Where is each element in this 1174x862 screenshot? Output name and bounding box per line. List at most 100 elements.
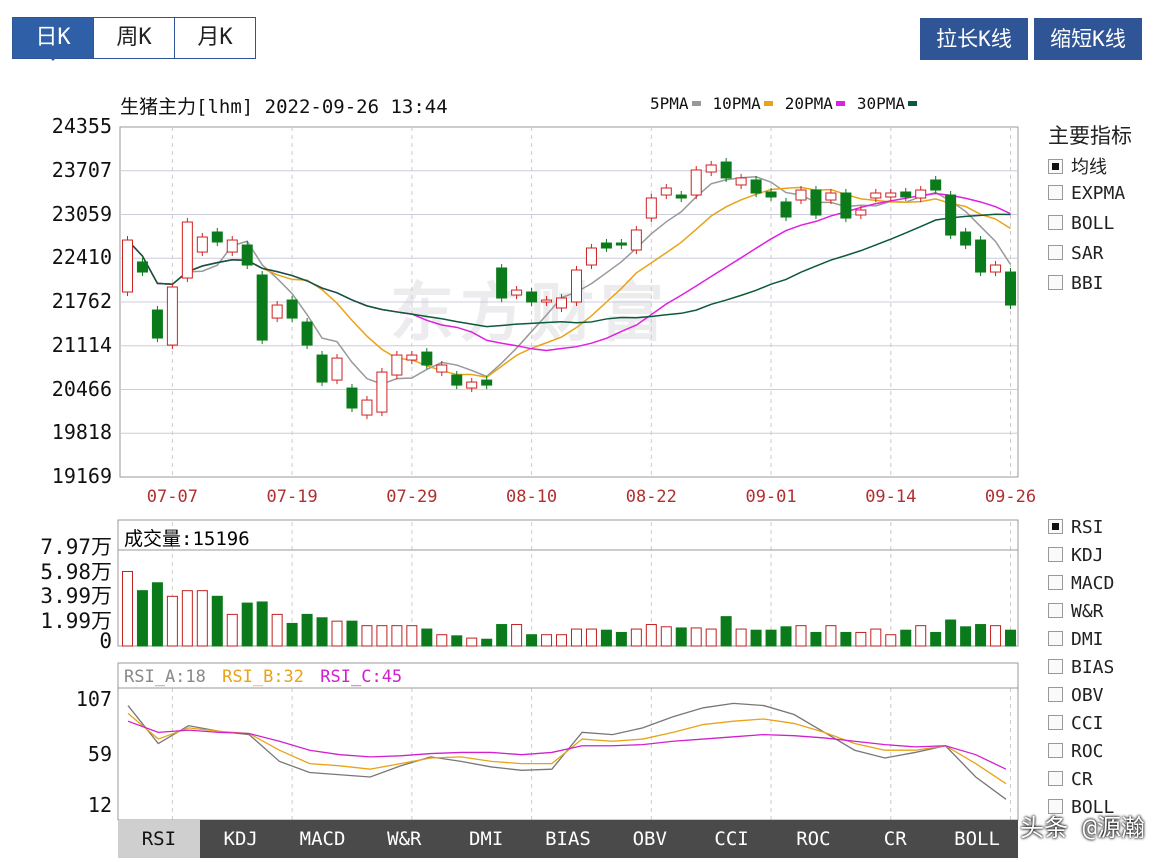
volume-axis-label: 5.98万: [40, 559, 112, 584]
sub-indicator-option[interactable]: W&R: [1048, 601, 1104, 622]
tab-bias[interactable]: BIAS: [545, 828, 591, 850]
checkbox[interactable]: [1048, 519, 1063, 534]
checkbox[interactable]: [1048, 771, 1063, 786]
rsi-axis-label: 12: [87, 793, 112, 817]
volume-bar: [810, 631, 822, 647]
main-indicator-option[interactable]: 均线: [1048, 153, 1107, 179]
volume-bar: [436, 634, 448, 647]
volume-bar: [765, 629, 777, 647]
volume-bar: [930, 631, 942, 647]
option-label: W&R: [1071, 601, 1104, 622]
main-indicator-option[interactable]: BBI: [1048, 273, 1104, 294]
ma5-line: [126, 176, 1012, 385]
shrink-kline-button[interactable]: 缩短K线: [1034, 18, 1142, 60]
checkbox[interactable]: [1048, 245, 1063, 260]
stretch-kline-button[interactable]: 拉长K线: [920, 18, 1028, 60]
ma30-line: [126, 213, 1011, 328]
indicator-tabs: RSI KDJ MACD W&R DMI BIAS OBV CCI ROC CR BOLL: [118, 820, 1018, 858]
candle-down: [945, 194, 957, 236]
legend-10pma: 10PMA: [713, 94, 779, 113]
tab-macd[interactable]: MACD: [299, 828, 346, 850]
sub-indicator-option[interactable]: DMI: [1048, 629, 1104, 650]
sub-indicator-option[interactable]: KDJ: [1048, 545, 1104, 566]
volume-bar: [121, 570, 133, 647]
checkbox[interactable]: [1048, 159, 1063, 174]
legend-label: 5PMA: [650, 94, 689, 113]
tab-roc[interactable]: ROC: [796, 828, 831, 850]
checkbox[interactable]: [1048, 575, 1063, 590]
footer-watermark: 头条 @源瀚: [1020, 814, 1145, 842]
candle-down: [256, 274, 268, 341]
checkbox[interactable]: [1048, 687, 1063, 702]
checkbox[interactable]: [1048, 215, 1063, 230]
volume-bar: [855, 631, 867, 647]
volume-header: 成交量:15196: [124, 528, 250, 550]
sub-indicator-option[interactable]: OBV: [1048, 685, 1104, 706]
price-axis-label: 24355: [51, 114, 112, 138]
checkbox[interactable]: [1048, 799, 1063, 814]
tab-cr[interactable]: CR: [883, 828, 907, 850]
checkbox[interactable]: [1048, 631, 1063, 646]
volume-bar: [181, 590, 193, 647]
volume-bar: [556, 634, 568, 647]
tab-boll[interactable]: BOLL: [954, 828, 1000, 850]
checkbox[interactable]: [1048, 547, 1063, 562]
checkbox[interactable]: [1048, 659, 1063, 674]
volume-bar: [271, 613, 283, 647]
checkbox[interactable]: [1048, 275, 1063, 290]
candle-up: [511, 289, 523, 296]
sub-indicator-option[interactable]: ROC: [1048, 741, 1104, 762]
candle-up: [166, 286, 178, 346]
tab-wr[interactable]: W&R: [387, 828, 422, 850]
tab-daily-k[interactable]: 日K: [13, 18, 94, 61]
sub-indicator-option[interactable]: RSI: [1048, 517, 1104, 538]
tab-obv[interactable]: OBV: [632, 828, 667, 850]
tab-monthly-k[interactable]: 月K: [175, 18, 255, 58]
candle-down: [481, 379, 493, 386]
option-label: SAR: [1071, 243, 1104, 264]
date-axis-label: 07-29: [386, 487, 438, 507]
volume-bar: [466, 637, 478, 647]
volume-bar: [675, 627, 687, 647]
candle-up: [570, 269, 582, 303]
tab-kdj[interactable]: KDJ: [223, 828, 258, 850]
candle-down: [286, 299, 298, 319]
candle-down: [765, 191, 777, 198]
candle-down: [451, 374, 463, 386]
sub-indicator-option[interactable]: BIAS: [1048, 657, 1114, 678]
candle-up: [331, 357, 343, 381]
checkbox[interactable]: [1048, 603, 1063, 618]
date-axis-label: 08-10: [505, 487, 558, 507]
tab-dmi[interactable]: DMI: [468, 828, 504, 850]
candle-down: [615, 242, 627, 246]
candle-down: [526, 291, 538, 303]
volume-bar: [900, 629, 912, 647]
tab-cci[interactable]: CCI: [714, 828, 749, 850]
volume-bar: [990, 625, 1002, 647]
candle-down: [301, 321, 313, 346]
date-axis-label: 09-14: [865, 487, 917, 507]
candle-up: [855, 209, 867, 216]
sub-indicator-option[interactable]: MACD: [1048, 573, 1114, 594]
price-axis-label: 22410: [51, 245, 112, 270]
main-indicator-option[interactable]: SAR: [1048, 243, 1104, 264]
main-indicator-option[interactable]: BOLL: [1048, 213, 1114, 234]
checkbox[interactable]: [1048, 185, 1063, 200]
sub-indicator-option[interactable]: BOLL: [1048, 797, 1114, 818]
main-indicator-option[interactable]: EXPMA: [1048, 183, 1125, 204]
candle-up: [645, 197, 657, 219]
sub-indicator-option[interactable]: CCI: [1048, 713, 1104, 734]
legend-5pma: 5PMA: [650, 94, 707, 113]
candle-down: [930, 179, 942, 191]
checkbox[interactable]: [1048, 715, 1063, 730]
tab-weekly-k[interactable]: 周K: [94, 18, 175, 58]
checkbox[interactable]: [1048, 743, 1063, 758]
sub-indicator-option[interactable]: CR: [1048, 769, 1093, 790]
candle-up: [885, 192, 897, 198]
volume-bar: [496, 624, 508, 647]
candle-up: [406, 354, 418, 361]
tab-rsi[interactable]: RSI: [118, 820, 200, 858]
candle-up: [915, 189, 927, 199]
legend-label: 10PMA: [712, 94, 761, 113]
